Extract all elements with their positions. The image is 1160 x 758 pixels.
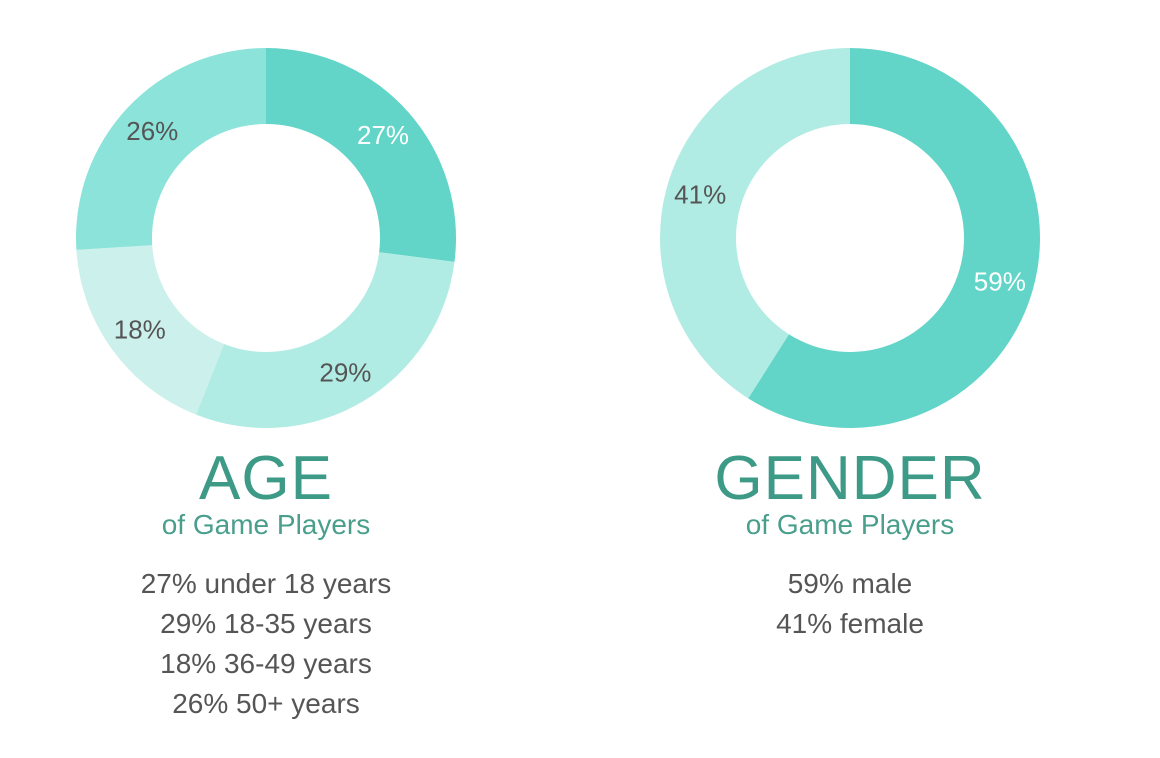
gender-donut-chart: 59% 41% — [640, 28, 1060, 448]
gender-chart-panel: 59% 41% GENDER of Game Players 59% male 4… — [640, 0, 1060, 758]
gender-subtitle: of Game Players — [745, 509, 955, 540]
age-slice-label-4: 26% — [126, 116, 178, 146]
age-donut-chart: 27% 29% 18% 26% — [56, 28, 476, 448]
gender-legend-item: 41% female — [776, 608, 924, 639]
gender-legend: 59% male 41% female — [640, 564, 1060, 644]
gender-slice-2 — [659, 48, 850, 399]
gender-title: GENDER — [714, 444, 986, 513]
age-title: AGE — [199, 444, 333, 513]
gender-donut-svg: 59% 41% — [659, 48, 1040, 428]
age-slice-2 — [196, 252, 455, 428]
gender-slice-label-2: 41% — [674, 179, 726, 209]
age-subtitle: of Game Players — [161, 509, 371, 540]
age-legend-item: 26% 50+ years — [172, 688, 360, 719]
age-chart-panel: 27% 29% 18% 26% AGE of Game Players 27% und… — [56, 0, 476, 758]
age-slice-4 — [76, 48, 266, 250]
age-slice-label-2: 29% — [319, 357, 371, 387]
age-slice-1 — [266, 48, 456, 262]
gender-slice-label-1: 59% — [974, 267, 1026, 297]
age-donut-svg: 27% 29% 18% 26% — [76, 48, 456, 428]
age-legend-item: 29% 18-35 years — [160, 608, 372, 639]
gender-legend-item: 59% male — [787, 568, 913, 599]
age-legend-item: 18% 36-49 years — [160, 648, 372, 679]
age-slice-3 — [76, 245, 225, 415]
age-slice-label-3: 18% — [114, 315, 166, 345]
age-legend-item: 27% under 18 years — [140, 568, 392, 599]
age-slice-label-1: 27% — [357, 120, 409, 150]
age-legend: 27% under 18 years 29% 18-35 years 18% 3… — [56, 564, 476, 724]
gender-slice-1 — [748, 48, 1040, 428]
